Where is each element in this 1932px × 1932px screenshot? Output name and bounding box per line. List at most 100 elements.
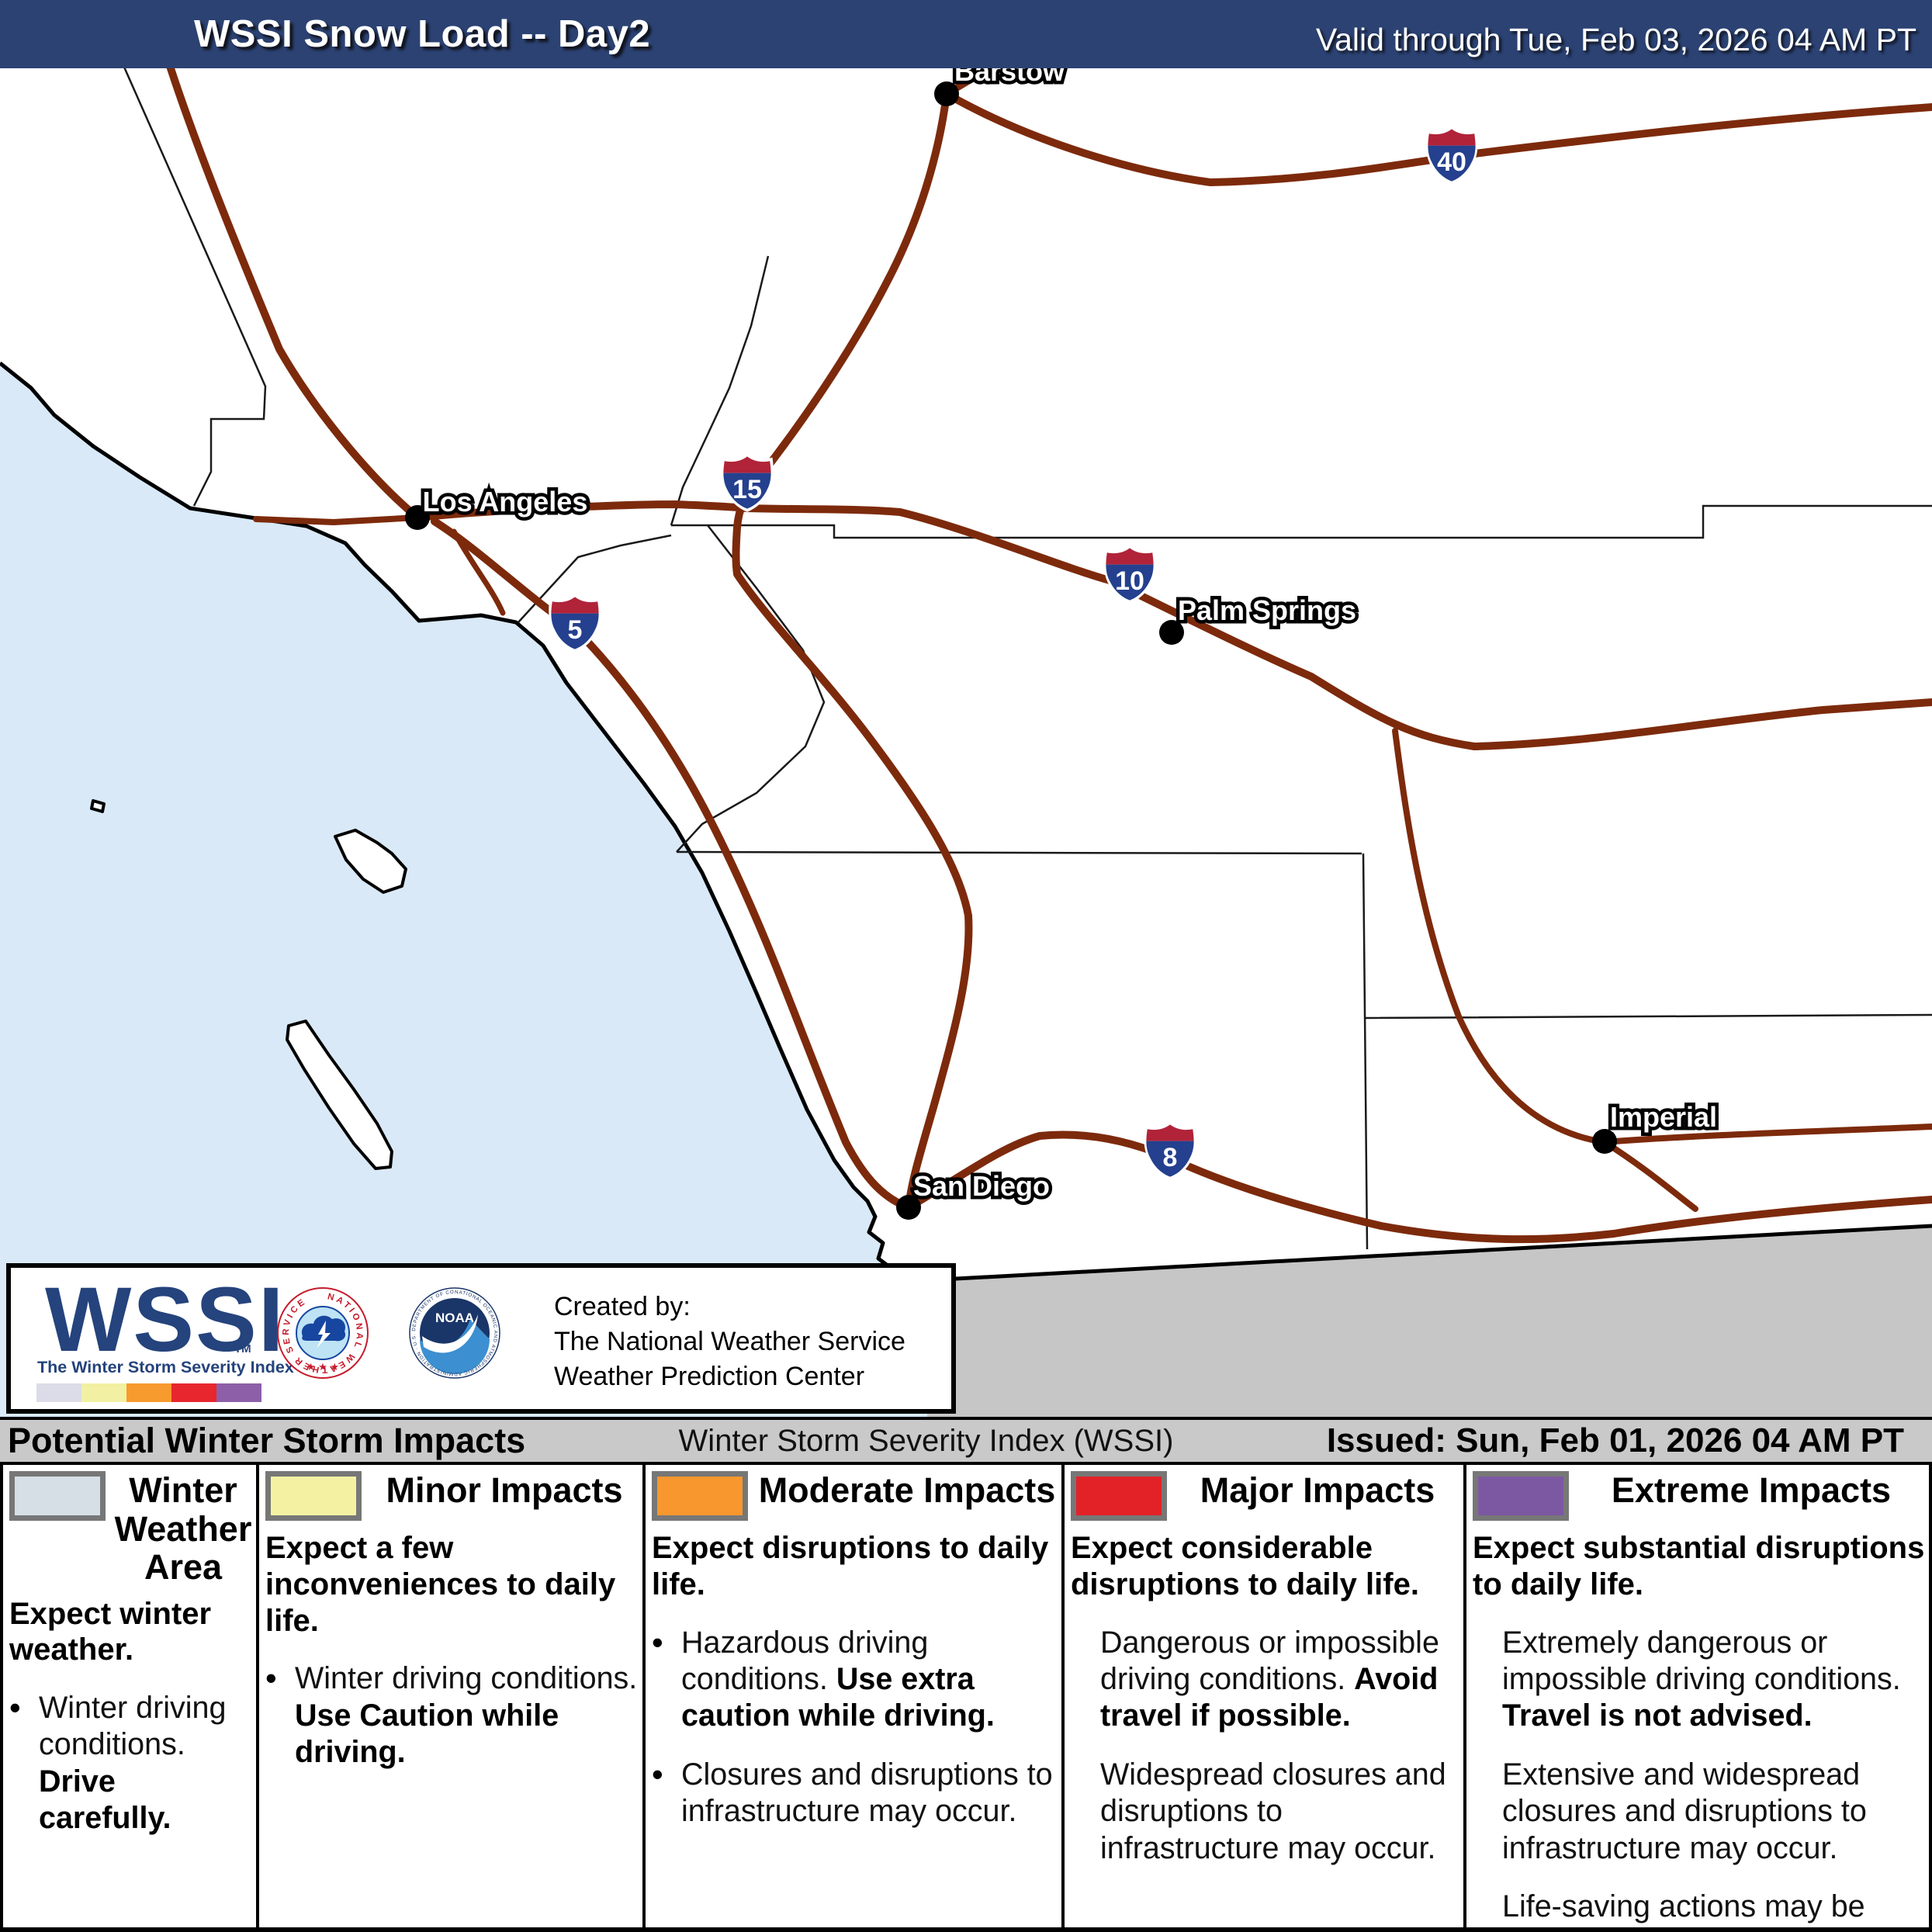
trademark-mark: TM <box>234 1342 251 1356</box>
severity-bar-segment <box>216 1383 261 1402</box>
road-i10 <box>414 500 1932 750</box>
road-i5-north <box>155 27 421 521</box>
city-marker-imperial: Imperial <box>1592 1098 1721 1154</box>
interstate-shield-15: 15 <box>723 456 770 510</box>
islands <box>90 799 407 1170</box>
bullet-marker: • <box>265 1660 277 1697</box>
created-by-text: Created by: The National Weather Service… <box>554 1290 905 1394</box>
svg-text:NOAA: NOAA <box>435 1311 474 1325</box>
nws-logo-icon: NATIONAL WEATHER SERVICE ★ ★ ★ <box>277 1287 369 1379</box>
city-marker-san-diego: San Diego <box>896 1167 1054 1220</box>
impacts-legend: Winter Weather Area Expect winter weathe… <box>0 1465 1932 1932</box>
legend-item: Life-saving actions may be needed. <box>1502 1889 1865 1927</box>
road-la-stub <box>451 528 506 616</box>
small-islet <box>90 799 106 813</box>
header-bar: WSSI Snow Load -- Day2 Valid through Tue… <box>0 0 1932 68</box>
city-label: San Diego <box>913 1170 1050 1202</box>
san-clemente-island <box>286 1020 393 1170</box>
valid-through-text: Valid through Tue, Feb 03, 2026 04 AM PT <box>1315 21 1916 57</box>
catalina-island <box>334 829 407 894</box>
interstate-shield-5: 5 <box>551 597 598 650</box>
city-label: Los Angeles <box>423 486 588 518</box>
road-hwy86 <box>1392 728 1698 1212</box>
interstate-shield-8: 8 <box>1146 1124 1193 1178</box>
road-west-stub <box>253 514 421 525</box>
us-mexico-border <box>926 1224 1932 1283</box>
road-i40 <box>943 90 1932 186</box>
interstate-shields: 40 15 10 5 8 <box>551 129 1475 1178</box>
severity-bar-segment <box>171 1383 216 1402</box>
created-by-line: Weather Prediction Center <box>554 1361 865 1391</box>
noaa-logo-icon: NOAA NATIONAL OCEANIC AND ATMOSPHERIC AD… <box>409 1287 500 1379</box>
page-title: WSSI Snow Load -- Day2 <box>194 13 651 55</box>
county-boundaries <box>113 43 1932 1250</box>
legend-item: Extensive and widespread closures and di… <box>1502 1757 1867 1865</box>
city-dot <box>405 505 430 530</box>
wssi-wordmark: WSSI <box>45 1269 286 1371</box>
legend-intro: Expect considerable disruptions to daily… <box>1071 1531 1419 1601</box>
legend-item: • Hazardous driving conditions. Use extra… <box>652 1623 995 1733</box>
interstate-shield-10: 10 <box>1106 548 1153 601</box>
coastline <box>0 362 928 1283</box>
legend-item: Dangerous or impossible driving conditio… <box>1100 1625 1439 1733</box>
issued-text: Issued: Sun, Feb 01, 2026 04 AM PT <box>1326 1421 1904 1459</box>
legend-intro: Expect a few inconveniences to daily lif… <box>265 1531 616 1638</box>
road-i8 <box>905 1130 1932 1244</box>
legend-column: Winter Weather Area Expect winter weathe… <box>3 1465 259 1927</box>
city-dot <box>1159 620 1184 645</box>
legend-swatch <box>265 1471 362 1521</box>
wssi-tagline: The Winter Storm Severity Index <box>37 1358 294 1376</box>
city-dot <box>896 1195 921 1220</box>
legend-category-title: Moderate Impacts <box>758 1470 1056 1510</box>
legend-category-title: Winter Weather Area <box>114 1470 252 1587</box>
legend-swatch <box>1071 1471 1167 1521</box>
legend-item: • Winter driving conditions. Use Caution … <box>265 1660 638 1770</box>
legend-category-title: Extreme Impacts <box>1611 1470 1892 1510</box>
city-marker-los-angeles: Los Angeles <box>405 483 591 530</box>
severity-color-bar <box>36 1383 261 1402</box>
wssi-subtitle: Winter Storm Severity Index (WSSI) <box>678 1423 1174 1458</box>
legend-swatch <box>9 1471 106 1521</box>
impacts-title: Potential Winter Storm Impacts <box>8 1421 526 1460</box>
severity-bar-segment <box>81 1383 126 1402</box>
legend-column: Moderate Impacts Expect disruptions to d… <box>646 1465 1065 1927</box>
road-i15-south <box>732 90 973 1211</box>
city-label: Imperial <box>1610 1101 1717 1133</box>
legend-column: Minor Impacts Expect a few inconvenience… <box>259 1465 646 1927</box>
legend-category-title: Minor Impacts <box>386 1470 623 1510</box>
legend-intro: Expect substantial disruptions to daily … <box>1473 1531 1925 1601</box>
severity-bar-segment <box>36 1383 81 1402</box>
legend-column: Major Impacts Expect considerable disrup… <box>1065 1465 1466 1927</box>
city-dot <box>934 81 959 106</box>
svg-text:15: 15 <box>732 475 762 504</box>
legend-swatch <box>652 1471 748 1521</box>
legend-column: Extreme Impacts Expect substantial disru… <box>1466 1465 1929 1927</box>
severity-bar-segment <box>126 1383 171 1402</box>
legend-item: • Closures and disruptions to infrastruct… <box>652 1755 1053 1829</box>
legend-intro: Expect disruptions to daily life. <box>652 1531 1049 1601</box>
svg-text:8: 8 <box>1163 1143 1178 1172</box>
bullet-marker: • <box>652 1623 663 1660</box>
impacts-title-bar: Potential Winter Storm Impacts Winter St… <box>0 1417 1932 1465</box>
interstate-shield-40: 40 <box>1428 129 1475 182</box>
city-marker-palm-springs: Palm Springs <box>1159 591 1360 645</box>
legend-category-title: Major Impacts <box>1200 1470 1435 1510</box>
legend-item: • Winter driving conditions. Drive carefu… <box>9 1689 227 1836</box>
svg-text:5: 5 <box>568 615 583 645</box>
city-label: Palm Springs <box>1178 594 1356 626</box>
legend-item: Widespread closures and disruptions to i… <box>1100 1757 1446 1865</box>
created-by-line: Created by: <box>554 1292 691 1321</box>
mexico-area <box>927 1226 1932 1418</box>
bullet-marker: • <box>9 1689 21 1726</box>
wssi-logo-box: WSSI TM The Winter Storm Severity Index … <box>6 1263 956 1414</box>
svg-text:★ ★ ★: ★ ★ ★ <box>306 1361 339 1373</box>
bullet-marker: • <box>652 1755 663 1792</box>
svg-text:10: 10 <box>1115 566 1144 596</box>
created-by-line: The National Weather Service <box>554 1326 905 1356</box>
legend-item: Extremely dangerous or impossible drivin… <box>1502 1625 1901 1733</box>
legend-swatch <box>1473 1471 1569 1521</box>
road-imperial-east <box>1601 1124 1932 1145</box>
